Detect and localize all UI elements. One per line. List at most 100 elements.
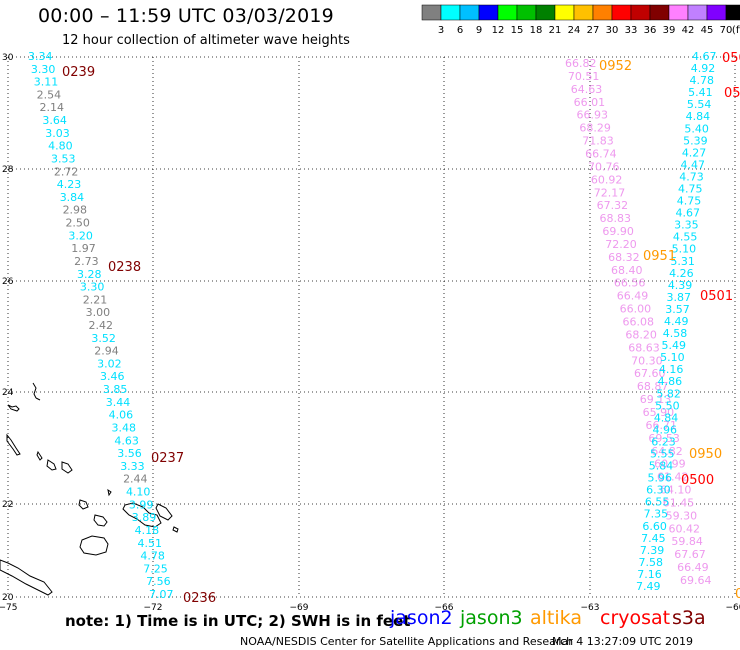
- wave-height-label: 69.53: [648, 432, 680, 445]
- track-labels: 3.343.303.112.542.143.643.034.803.532.72…: [28, 50, 717, 601]
- colorbar-tick-label: 27: [587, 25, 600, 36]
- colorbar-tick-label: 18: [530, 25, 543, 36]
- wave-height-label: 4.58: [663, 327, 688, 340]
- wave-height-label: 2.50: [65, 217, 90, 230]
- wave-height-label: 3.56: [117, 447, 142, 460]
- coastline-cuba: [0, 559, 53, 596]
- wave-height-label: 4.27: [682, 146, 707, 159]
- wave-height-label: 4.78: [140, 550, 165, 563]
- wave-height-label: 5.82: [656, 387, 681, 400]
- wave-height-label: 59.84: [671, 535, 703, 548]
- footer-credit: NOAA/NESDIS Center for Satellite Applica…: [240, 635, 574, 648]
- wave-height-label: 3.28: [77, 268, 102, 281]
- wave-height-label: 67.32: [597, 199, 629, 212]
- coastline-andros: [7, 404, 20, 412]
- wave-height-label: 4.47: [681, 158, 706, 171]
- legend-sat-2: jason3: [460, 607, 523, 629]
- legend-sat-5: s3a: [672, 607, 706, 629]
- wave-height-label: 3.48: [112, 421, 137, 434]
- wave-height-label: 3.52: [91, 332, 116, 345]
- wave-height-label: 4.23: [57, 178, 82, 191]
- page-title: 00:00 – 11:59 UTC 03/03/2019: [38, 5, 334, 27]
- lat-label: 24: [2, 388, 14, 398]
- wave-height-label: 5.54: [687, 98, 712, 111]
- time-label: 0952: [599, 59, 632, 74]
- wave-height-label: 5.49: [661, 339, 686, 352]
- wave-height-label: 66.82: [565, 57, 597, 70]
- lon-label: −66: [435, 603, 454, 612]
- wave-height-label: 2.21: [83, 293, 108, 306]
- wave-height-label: 4.96: [653, 423, 678, 436]
- time-label: 0949: [735, 587, 740, 602]
- wave-height-label: 64.10: [660, 484, 692, 497]
- legend-sat-3: altika: [530, 607, 582, 629]
- wave-height-label: 3.03: [45, 127, 70, 140]
- wave-height-label: 2.72: [54, 165, 79, 178]
- wave-height-label: 69.64: [680, 574, 712, 587]
- wave-height-label: 6.55: [645, 496, 670, 509]
- colorbar-tick-label: 39: [663, 25, 676, 36]
- wave-height-label: 4.86: [658, 375, 683, 388]
- wave-height-label: 4.67: [692, 50, 717, 63]
- wave-height-label: 61.42: [657, 471, 689, 484]
- wave-height-label: 7.16: [637, 568, 662, 581]
- wave-height-label: 3.35: [674, 219, 699, 232]
- wave-height-label: 3.87: [667, 291, 692, 304]
- wave-height-label: 5.84: [649, 460, 674, 473]
- wave-height-label: 7.25: [143, 562, 168, 575]
- wave-height-label: 64.82: [651, 445, 683, 458]
- lon-label: −75: [0, 603, 18, 612]
- wave-height-label: 4.80: [48, 140, 73, 153]
- lat-lon-grid: 30 28 26 24 22 20−75 −72 −69 −66 −63 −60: [0, 53, 740, 612]
- colorbar-tick-label: 24: [568, 25, 581, 36]
- coastline-abaco: [32, 382, 41, 401]
- wave-height-label: 6.60: [642, 520, 667, 533]
- coastline-small-cays: [107, 488, 179, 533]
- wave-height-label: 61.45: [663, 496, 695, 509]
- wave-height-label: 5.39: [683, 134, 708, 147]
- footer-timestamp: Mar 4 13:27:09 UTC 2019: [552, 635, 693, 648]
- wave-height-label: 71.83: [582, 135, 614, 148]
- wave-height-label: 60.92: [591, 173, 623, 186]
- coastline-turks: [155, 503, 173, 521]
- wave-height-label: 66.49: [617, 290, 649, 303]
- wave-height-label: 68.32: [608, 251, 640, 264]
- colorbar-tick-label: 33: [625, 25, 638, 36]
- wave-height-label: 68.83: [600, 212, 632, 225]
- coastline-cat-island: [36, 450, 43, 461]
- wave-height-label: 66.74: [585, 147, 617, 160]
- time-labels: 0239 0238 0237 0236 0952 0951 0950 0949 0503 0502…: [62, 51, 740, 606]
- wave-height-label: 3.11: [34, 76, 59, 89]
- wave-height-label: 4.18: [135, 524, 160, 537]
- coastline-inagua: [78, 499, 89, 510]
- wave-height-label: 5.55: [650, 448, 675, 461]
- wave-height-label: 6.30: [646, 484, 671, 497]
- coastline-caicos: [122, 502, 162, 528]
- colorbar-tick-label: 9: [476, 25, 482, 36]
- wave-height-label: 3.33: [120, 460, 145, 473]
- colorbar-tick-label: 30: [606, 25, 619, 36]
- wave-height-label: 3.89: [132, 511, 157, 524]
- wave-height-label: 2.14: [40, 101, 65, 114]
- wave-height-label: 66.71: [646, 419, 678, 432]
- colorbar-tick-label: 6: [457, 25, 463, 36]
- wave-height-label: 2.73: [74, 255, 99, 268]
- wave-height-label: 3.20: [68, 229, 93, 242]
- wave-height-label: 4.51: [137, 537, 162, 550]
- wave-height-label: 67.60: [634, 367, 666, 380]
- colorbar-swatch: [725, 4, 740, 21]
- wave-height-label: 3.85: [103, 383, 128, 396]
- wave-height-label: 72.20: [605, 238, 637, 251]
- wave-height-label: 3.02: [97, 357, 122, 370]
- wave-height-label: 4.49: [664, 315, 689, 328]
- wave-height-label: 4.78: [689, 74, 714, 87]
- wave-height-label: 4.84: [686, 110, 711, 123]
- lon-label: −72: [144, 603, 163, 612]
- time-label: 0239: [62, 65, 95, 80]
- colorbar-tick-label: 42: [682, 25, 695, 36]
- wave-height-label: 5.40: [684, 122, 709, 135]
- wave-height-label: 7.49: [636, 580, 661, 593]
- wave-height-label: 4.67: [675, 207, 700, 220]
- lat-label: 22: [2, 500, 13, 510]
- time-label: 0237: [151, 451, 184, 466]
